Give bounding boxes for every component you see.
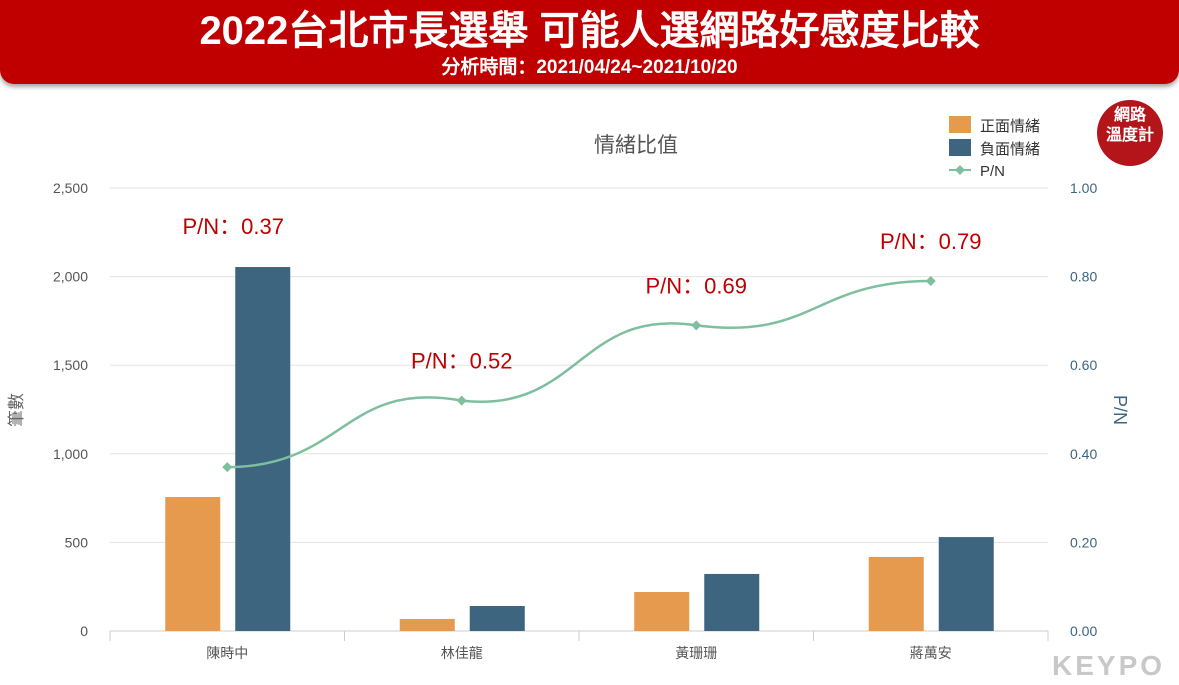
y-tick-label: 2,000 <box>53 269 88 285</box>
legend-marker-ratio <box>955 165 965 175</box>
legend-swatch-negative <box>949 139 971 156</box>
legend-label-negative: 負面情緒 <box>980 141 1040 158</box>
ratio-point <box>691 320 702 331</box>
brand-badge: 網路 溫度計 <box>1097 100 1163 166</box>
y2-tick-label: 0.60 <box>1070 357 1097 373</box>
ratio-point <box>925 276 936 287</box>
y-axis-label: 筆數 <box>7 393 26 427</box>
badge-line2: 溫度計 <box>1105 127 1154 144</box>
y-tick-label: 500 <box>65 534 89 550</box>
y2-tick-label: 0.20 <box>1070 534 1097 550</box>
bar-negative <box>469 606 525 631</box>
bar-positive <box>399 618 455 631</box>
y2-tick-label: 0.40 <box>1070 446 1097 462</box>
x-tick-label: 黃珊珊 <box>675 645 717 661</box>
ratio-point <box>456 395 467 406</box>
bar-positive <box>634 592 690 631</box>
analysis-period: 分析時間：2021/04/24~2021/10/20 <box>441 57 738 78</box>
ratio-annotation: P/N：0.69 <box>646 273 748 298</box>
y2-tick-label: 1.00 <box>1070 180 1097 196</box>
ratio-annotation: P/N：0.79 <box>880 229 982 254</box>
y-tick-label: 0 <box>80 623 88 639</box>
chart-title: 情緒比值 <box>594 134 678 157</box>
bar-positive <box>868 556 924 631</box>
y-tick-label: 1,500 <box>53 357 88 373</box>
legend-label-ratio: P/N <box>980 163 1005 180</box>
page-title: 2022台北市長選舉 可能人選網路好感度比較 <box>199 9 980 53</box>
x-tick-label: 蔣萬安 <box>910 645 952 661</box>
x-tick-label: 陳時中 <box>206 645 248 661</box>
legend-swatch-positive <box>949 116 971 133</box>
y2-tick-label: 0.80 <box>1070 269 1097 285</box>
y2-tick-label: 0.00 <box>1070 623 1097 639</box>
bar-negative <box>235 267 291 631</box>
ratio-annotation: P/N：0.37 <box>183 214 285 239</box>
keypo-logo: KEYPO <box>1052 650 1166 681</box>
bar-negative <box>704 573 760 631</box>
legend-label-positive: 正面情緒 <box>980 118 1040 135</box>
ratio-line <box>227 279 931 469</box>
x-tick-label: 林佳龍 <box>441 645 483 661</box>
legend: 正面情緒 負面情緒 P/N <box>949 116 1040 180</box>
bar-positive <box>165 497 221 631</box>
y-tick-label: 2,500 <box>53 180 88 196</box>
title-banner: 2022台北市長選舉 可能人選網路好感度比較 分析時間：2021/04/24~2… <box>0 0 1179 84</box>
bar-negative <box>938 537 994 631</box>
y2-axis-label: P/N <box>1110 395 1130 425</box>
y-tick-label: 1,000 <box>53 446 88 462</box>
badge-line1: 網路 <box>1113 107 1146 124</box>
ratio-point <box>222 462 233 473</box>
ratio-annotation: P/N：0.52 <box>411 349 513 374</box>
